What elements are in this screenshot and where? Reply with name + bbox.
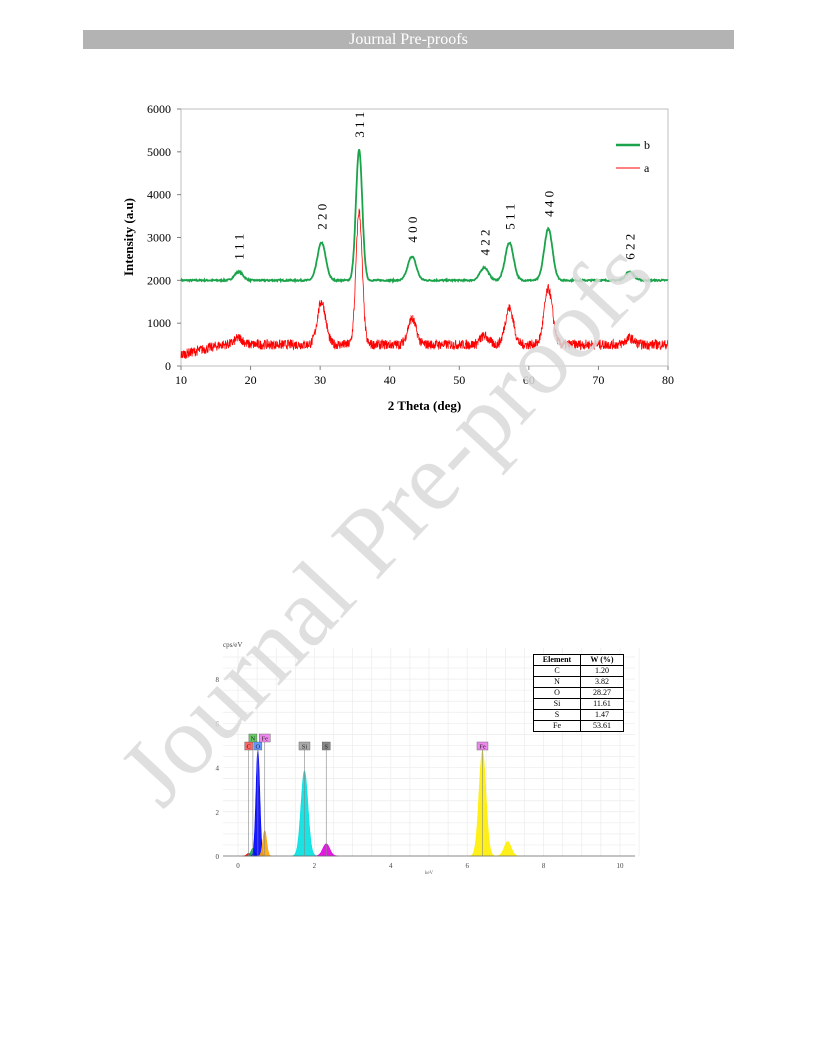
- y-tick-label: 3000: [147, 231, 171, 245]
- journal-header-bar: Journal Pre-proofs: [83, 30, 734, 49]
- table-cell-element: S: [533, 709, 581, 721]
- peak-label: 1 1 1: [232, 234, 247, 260]
- edx-x-tick-label: 8: [542, 862, 546, 870]
- xrd-series-b: [180, 149, 669, 284]
- table-row: S 1.47: [533, 709, 624, 721]
- table-cell-element: Fe: [533, 720, 581, 732]
- table-cell-weight: 53.61: [580, 720, 624, 732]
- table-row: Si 11.61: [533, 698, 624, 710]
- x-tick-label: 50: [453, 373, 465, 387]
- peak-label: 2 2 0: [315, 204, 330, 230]
- table-row: C 1.20: [533, 665, 624, 677]
- x-tick-label: 40: [384, 373, 396, 387]
- legend-label-a: a: [644, 161, 650, 175]
- xrd-series-a: [180, 208, 669, 359]
- edx-marker-badge: [298, 741, 311, 751]
- table-cell-element: N: [533, 676, 581, 688]
- peak-label: 4 0 0: [405, 217, 420, 243]
- edx-marker-label: N: [251, 736, 256, 743]
- x-axis-label: 2 Theta (deg): [388, 398, 461, 413]
- table-row: Fe 53.61: [533, 720, 624, 732]
- edx-y-tick-label: 0: [216, 853, 220, 861]
- x-tick-label: 30: [314, 373, 326, 387]
- edx-marker-label: Si: [302, 744, 308, 751]
- edx-y-tick-label: 4: [216, 765, 220, 773]
- header-weight: W (%): [580, 654, 624, 666]
- y-tick-label: 0: [165, 359, 171, 373]
- peak-label: 5 1 1: [502, 204, 517, 230]
- header-element: Element: [533, 654, 581, 666]
- edx-marker-badge: [476, 741, 489, 751]
- x-tick-label: 80: [662, 373, 674, 387]
- edx-y-tick-label: 6: [216, 720, 220, 728]
- y-tick-label: 4000: [147, 188, 171, 202]
- x-tick-label: 10: [175, 373, 187, 387]
- table-cell-weight: 1.47: [580, 709, 624, 721]
- edx-marker-label: O: [256, 744, 261, 751]
- table-cell-weight: 1.20: [580, 665, 624, 677]
- edx-x-tick-label: 6: [465, 862, 469, 870]
- edx-x-tick-label: 4: [389, 862, 393, 870]
- table-cell-weight: 28.27: [580, 687, 624, 699]
- edx-marker-label: Fe: [261, 736, 268, 743]
- xrd-chart: 10 20 30 40 50 60 70 80 0 1000 2000 3000 4000 5000 600…: [121, 102, 674, 413]
- peak-label: 3 1 1: [352, 112, 367, 138]
- y-tick-label: 5000: [147, 145, 171, 159]
- y-tick-label: 6000: [147, 102, 171, 116]
- edx-marker-badge: [259, 733, 271, 743]
- edx-marker-label: S: [324, 744, 328, 751]
- edx-marker-label: Fe: [479, 744, 486, 751]
- y-axis-label: Intensity (a.u): [121, 198, 136, 276]
- composition-table: Element W (%) C 1.20 N 3.82 O 28.27 Si 11.61…: [533, 654, 624, 732]
- x-tick-label: 70: [592, 373, 604, 387]
- edx-marker-label: C: [247, 744, 251, 751]
- edx-x-tick-label: 0: [236, 862, 240, 870]
- peak-label: 6 2 2: [623, 234, 638, 260]
- table-row: O 28.27: [533, 687, 624, 699]
- edx-marker-badge: [253, 741, 263, 751]
- edx-y-tick-label: 8: [216, 676, 220, 684]
- legend-label-b: b: [644, 138, 650, 152]
- table-cell-weight: 11.61: [580, 698, 624, 710]
- y-tick-label: 2000: [147, 273, 171, 287]
- table-cell-element: O: [533, 687, 581, 699]
- table-cell-element: Si: [533, 698, 581, 710]
- y-tick-label: 1000: [147, 316, 171, 330]
- edx-marker-badge: [322, 741, 331, 751]
- peak-label: 4 2 2: [477, 229, 492, 255]
- composition-table-header: Element W (%): [533, 654, 624, 666]
- table-cell-element: C: [533, 665, 581, 677]
- edx-y-tick-label: 2: [216, 809, 220, 817]
- table-row: N 3.82: [533, 676, 624, 688]
- edx-peak-fe: [495, 841, 520, 857]
- peak-label: 4 4 0: [541, 191, 556, 217]
- edx-x-tick-label: 10: [617, 862, 625, 870]
- edx-x-tick-label: 2: [313, 862, 317, 870]
- table-cell-weight: 3.82: [580, 676, 624, 688]
- x-tick-label: 20: [245, 373, 257, 387]
- edx-marker-badge: [248, 733, 258, 743]
- edx-x-axis-label: keV: [425, 871, 434, 876]
- x-tick-label: 60: [523, 373, 535, 387]
- edx-y-axis-label: cps/eV: [223, 641, 242, 649]
